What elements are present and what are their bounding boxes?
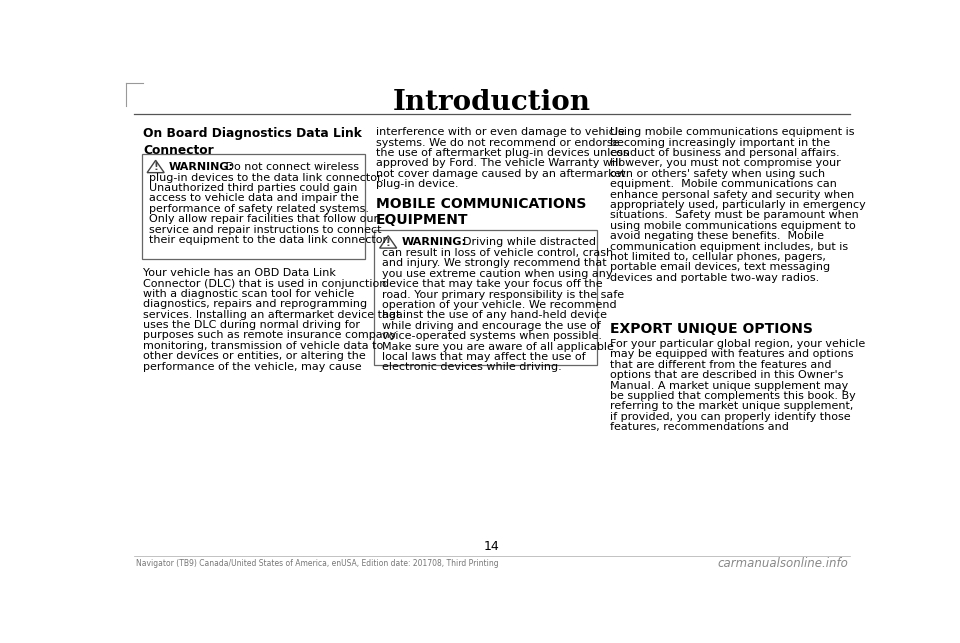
Text: electronic devices while driving.: electronic devices while driving. — [382, 363, 562, 372]
Text: Connector (DLC) that is used in conjunction: Connector (DLC) that is used in conjunct… — [143, 278, 387, 289]
Text: performance of safety related systems.: performance of safety related systems. — [150, 204, 370, 214]
Text: Driving while distracted: Driving while distracted — [456, 237, 595, 248]
Text: not cover damage caused by an aftermarket: not cover damage caused by an aftermarke… — [375, 169, 625, 179]
Text: access to vehicle data and impair the: access to vehicle data and impair the — [150, 194, 359, 203]
Text: Navigator (TB9) Canada/United States of America, enUSA, Edition date: 201708, Th: Navigator (TB9) Canada/United States of … — [135, 559, 498, 568]
Text: diagnostics, repairs and reprogramming: diagnostics, repairs and reprogramming — [143, 299, 368, 309]
Text: voice-operated systems when possible.: voice-operated systems when possible. — [382, 331, 602, 341]
Text: may be equipped with features and options: may be equipped with features and option… — [610, 349, 853, 359]
Text: Make sure you are aware of all applicable: Make sure you are aware of all applicabl… — [382, 341, 613, 352]
Text: other devices or entities, or altering the: other devices or entities, or altering t… — [143, 351, 366, 361]
Text: devices and portable two-way radios.: devices and portable two-way radios. — [610, 273, 819, 283]
Text: plug-in devices to the data link connector.: plug-in devices to the data link connect… — [150, 172, 385, 183]
Text: road. Your primary responsibility is the safe: road. Your primary responsibility is the… — [382, 290, 624, 300]
Text: against the use of any hand-held device: against the use of any hand-held device — [382, 311, 607, 320]
Text: features, recommendations and: features, recommendations and — [610, 422, 789, 432]
Text: that are different from the features and: that are different from the features and — [610, 359, 831, 370]
Text: be supplied that complements this book. By: be supplied that complements this book. … — [610, 391, 855, 401]
Text: MOBILE COMMUNICATIONS
EQUIPMENT: MOBILE COMMUNICATIONS EQUIPMENT — [375, 197, 587, 227]
Text: referring to the market unique supplement,: referring to the market unique supplemen… — [610, 401, 853, 412]
Text: local laws that may affect the use of: local laws that may affect the use of — [382, 352, 586, 362]
Bar — [142, 154, 365, 259]
Text: with a diagnostic scan tool for vehicle: with a diagnostic scan tool for vehicle — [143, 289, 354, 299]
Bar — [374, 230, 597, 365]
Text: carmanualsonline.info: carmanualsonline.info — [718, 557, 849, 570]
Text: !: ! — [154, 162, 158, 172]
Text: Using mobile communications equipment is: Using mobile communications equipment is — [610, 127, 854, 137]
Text: service and repair instructions to connect: service and repair instructions to conne… — [150, 224, 382, 235]
Text: purposes such as remote insurance company: purposes such as remote insurance compan… — [143, 331, 396, 341]
Text: equipment.  Mobile communications can: equipment. Mobile communications can — [610, 179, 837, 189]
Text: enhance personal safety and security when: enhance personal safety and security whe… — [610, 190, 854, 199]
Text: 14: 14 — [484, 540, 500, 554]
Text: approved by Ford. The vehicle Warranty will: approved by Ford. The vehicle Warranty w… — [375, 158, 621, 168]
Text: Your vehicle has an OBD Data Link: Your vehicle has an OBD Data Link — [143, 268, 336, 278]
Text: services. Installing an aftermarket device that: services. Installing an aftermarket devi… — [143, 310, 400, 320]
Text: interference with or even damage to vehicle: interference with or even damage to vehi… — [375, 127, 625, 137]
Text: while driving and encourage the use of: while driving and encourage the use of — [382, 321, 601, 331]
Text: performance of the vehicle, may cause: performance of the vehicle, may cause — [143, 361, 362, 372]
Text: becoming increasingly important in the: becoming increasingly important in the — [610, 138, 830, 148]
Text: situations.  Safety must be paramount when: situations. Safety must be paramount whe… — [610, 210, 858, 221]
Text: WARNING:: WARNING: — [169, 162, 234, 172]
Text: portable email devices, text messaging: portable email devices, text messaging — [610, 262, 830, 273]
Text: conduct of business and personal affairs.: conduct of business and personal affairs… — [610, 148, 839, 158]
Text: plug-in device.: plug-in device. — [375, 179, 458, 189]
Text: the use of aftermarket plug-in devices unless: the use of aftermarket plug-in devices u… — [375, 148, 629, 158]
Text: Unauthorized third parties could gain: Unauthorized third parties could gain — [150, 183, 358, 193]
Text: EXPORT UNIQUE OPTIONS: EXPORT UNIQUE OPTIONS — [610, 322, 813, 336]
Text: appropriately used, particularly in emergency: appropriately used, particularly in emer… — [610, 200, 866, 210]
Text: communication equipment includes, but is: communication equipment includes, but is — [610, 242, 848, 251]
Text: using mobile communications equipment to: using mobile communications equipment to — [610, 221, 855, 231]
Text: On Board Diagnostics Data Link
Connector: On Board Diagnostics Data Link Connector — [143, 127, 362, 157]
Text: options that are described in this Owner's: options that are described in this Owner… — [610, 370, 843, 380]
Text: uses the DLC during normal driving for: uses the DLC during normal driving for — [143, 320, 360, 330]
Text: Do not connect wireless: Do not connect wireless — [222, 162, 358, 172]
Text: avoid negating these benefits.  Mobile: avoid negating these benefits. Mobile — [610, 231, 824, 241]
Text: device that may take your focus off the: device that may take your focus off the — [382, 279, 603, 289]
Text: their equipment to the data link connector.: their equipment to the data link connect… — [150, 235, 390, 245]
Text: systems. We do not recommend or endorse: systems. We do not recommend or endorse — [375, 138, 619, 148]
Text: However, you must not compromise your: However, you must not compromise your — [610, 158, 841, 168]
Text: !: ! — [386, 238, 391, 248]
Text: operation of your vehicle. We recommend: operation of your vehicle. We recommend — [382, 300, 616, 310]
Text: can result in loss of vehicle control, crash: can result in loss of vehicle control, c… — [382, 248, 613, 258]
Text: you use extreme caution when using any: you use extreme caution when using any — [382, 269, 612, 279]
Text: WARNING:: WARNING: — [401, 237, 467, 248]
Text: For your particular global region, your vehicle: For your particular global region, your … — [610, 339, 865, 349]
Text: Only allow repair facilities that follow our: Only allow repair facilities that follow… — [150, 214, 378, 224]
Text: not limited to, cellular phones, pagers,: not limited to, cellular phones, pagers, — [610, 252, 826, 262]
Text: Manual. A market unique supplement may: Manual. A market unique supplement may — [610, 381, 848, 390]
Text: Introduction: Introduction — [393, 89, 591, 116]
Text: monitoring, transmission of vehicle data to: monitoring, transmission of vehicle data… — [143, 341, 383, 351]
Text: and injury. We strongly recommend that: and injury. We strongly recommend that — [382, 258, 607, 269]
Text: own or others' safety when using such: own or others' safety when using such — [610, 169, 825, 179]
Text: if provided, you can properly identify those: if provided, you can properly identify t… — [610, 412, 851, 422]
